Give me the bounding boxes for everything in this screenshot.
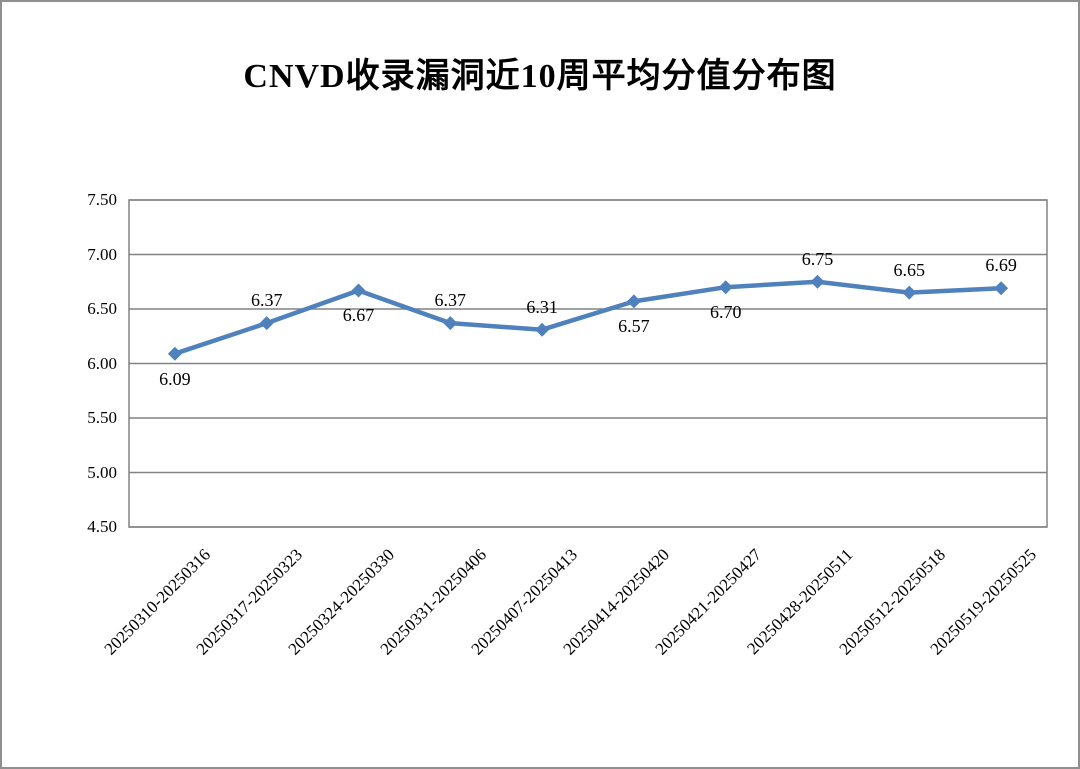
y-axis-tick-label: 7.50 — [87, 190, 117, 209]
data-point-marker — [902, 285, 917, 300]
data-point-label: 6.69 — [985, 255, 1017, 276]
y-axis-tick-label: 7.00 — [87, 244, 117, 264]
data-point-label: 6.57 — [618, 316, 650, 337]
y-axis-tick-label: 5.00 — [87, 462, 117, 482]
data-point-label: 6.70 — [709, 302, 742, 323]
data-point-label: 6.65 — [893, 259, 926, 280]
data-point-marker — [259, 316, 274, 331]
data-point-marker — [810, 274, 825, 289]
data-point-label: 6.37 — [250, 290, 283, 311]
chart-title: CNVD收录漏洞近10周平均分值分布图 — [243, 58, 837, 95]
data-point-marker — [443, 316, 458, 331]
data-point-marker — [167, 346, 182, 361]
y-axis-tick-label: 5.50 — [87, 408, 117, 427]
y-axis-tick-label: 6.50 — [87, 299, 117, 318]
data-point-marker — [351, 283, 366, 298]
data-point-label: 6.31 — [526, 296, 558, 317]
data-point-marker — [535, 322, 550, 337]
data-point-marker — [718, 280, 733, 295]
plot-border — [128, 199, 1048, 528]
data-point-marker — [626, 294, 641, 309]
data-point-label: 6.09 — [159, 368, 191, 389]
data-point-label: 6.67 — [342, 305, 375, 326]
data-point-label: 6.75 — [801, 248, 834, 269]
y-axis-tick-label: 4.50 — [87, 517, 117, 536]
data-point-marker — [994, 281, 1009, 296]
data-point-label: 6.37 — [434, 290, 467, 311]
series-line — [172, 279, 1004, 356]
y-axis-tick-label: 6.00 — [87, 353, 117, 373]
